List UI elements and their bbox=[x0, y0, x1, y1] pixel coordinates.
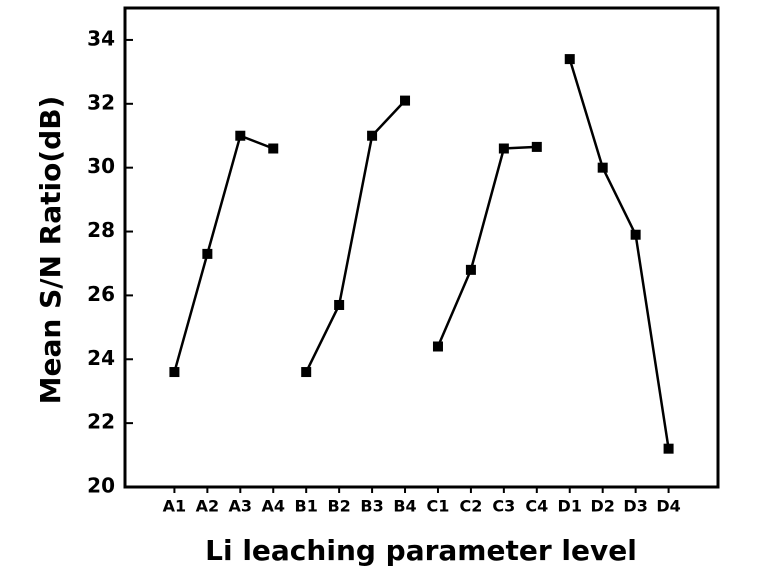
point-marker bbox=[400, 95, 411, 106]
series-line bbox=[305, 99, 406, 373]
y-tick-label: 34 bbox=[87, 26, 115, 50]
x-tick-label: D2 bbox=[590, 497, 614, 516]
point-marker bbox=[663, 443, 674, 454]
point-marker bbox=[268, 143, 279, 154]
x-tick-label: B4 bbox=[393, 497, 416, 516]
x-tick-label: B1 bbox=[295, 497, 318, 516]
x-tick-label: B3 bbox=[360, 497, 383, 516]
point-marker bbox=[498, 143, 509, 154]
point-marker bbox=[235, 130, 246, 141]
x-tick-label: D4 bbox=[656, 497, 680, 516]
x-tick-label: A4 bbox=[261, 497, 285, 516]
plot-frame bbox=[123, 6, 720, 489]
x-tick-label: C1 bbox=[427, 497, 450, 516]
x-tick-label: C2 bbox=[459, 497, 482, 516]
series-line bbox=[173, 134, 274, 373]
x-tick-label: A1 bbox=[163, 497, 187, 516]
y-tick-label: 22 bbox=[87, 410, 115, 434]
y-tick-label: 26 bbox=[87, 282, 115, 306]
point-marker bbox=[367, 130, 378, 141]
x-tick-label: A3 bbox=[229, 497, 253, 516]
point-marker bbox=[531, 141, 542, 152]
point-marker bbox=[564, 54, 575, 65]
point-marker bbox=[597, 162, 608, 173]
point-marker bbox=[432, 341, 443, 352]
point-marker bbox=[334, 299, 345, 310]
x-tick-label: D1 bbox=[558, 497, 582, 516]
y-tick-label: 30 bbox=[87, 154, 115, 178]
x-tick-label: B2 bbox=[327, 497, 350, 516]
y-tick-label: 32 bbox=[87, 90, 115, 114]
x-tick-label: C4 bbox=[525, 497, 548, 516]
point-marker bbox=[465, 264, 476, 275]
y-tick-label: 24 bbox=[87, 346, 115, 370]
point-marker bbox=[630, 229, 641, 240]
x-axis-title: Li leaching parameter level bbox=[205, 534, 637, 567]
y-axis-title: Mean S/N Ratio(dB) bbox=[34, 96, 67, 405]
x-tick-label: C3 bbox=[492, 497, 515, 516]
point-marker bbox=[301, 367, 312, 378]
x-tick-label: D3 bbox=[623, 497, 647, 516]
point-marker bbox=[169, 367, 180, 378]
y-tick-label: 20 bbox=[87, 474, 115, 498]
y-tick-label: 28 bbox=[87, 218, 115, 242]
x-tick-label: A2 bbox=[196, 497, 220, 516]
series-line bbox=[568, 58, 670, 449]
series-line bbox=[436, 145, 537, 347]
point-marker bbox=[202, 248, 213, 259]
